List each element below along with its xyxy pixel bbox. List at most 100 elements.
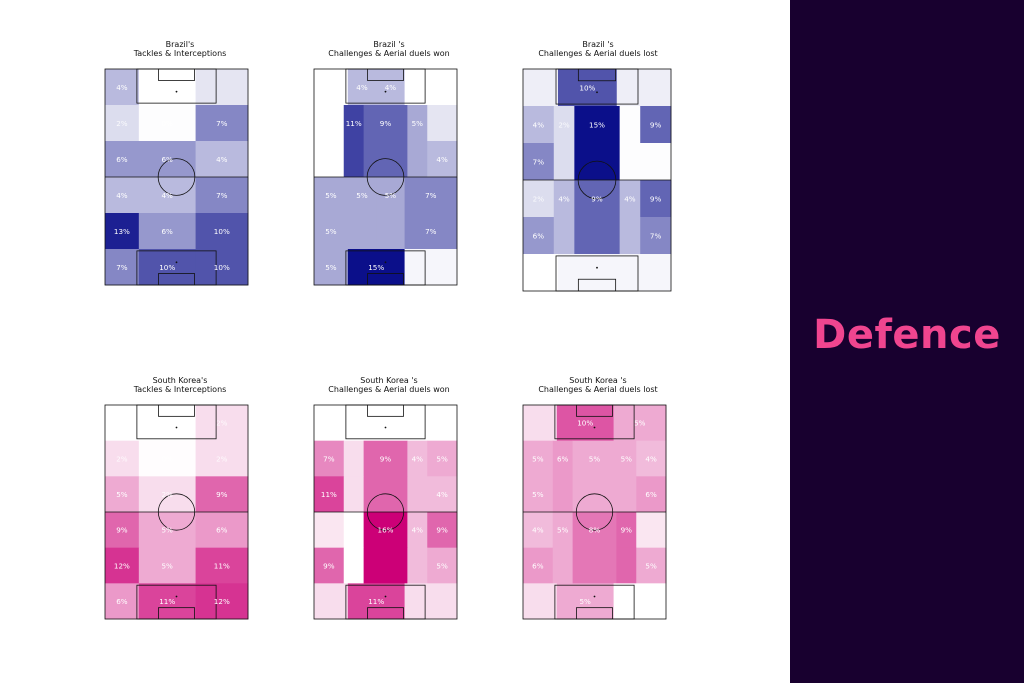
cell-label: 4% <box>412 526 424 535</box>
panel-title: Brazil 's Challenges & Aerial duels won <box>328 40 450 58</box>
heatmap-cell <box>195 69 249 106</box>
cell-label: 4% <box>161 191 173 200</box>
cell-label: 6% <box>116 155 128 164</box>
heatmap-cell <box>195 512 249 549</box>
cell-label: 4% <box>558 194 570 203</box>
cell-label: 15% <box>589 120 605 129</box>
heatmap-cell <box>314 476 345 513</box>
panel-title: South Korea's Tackles & Interceptions <box>133 376 227 394</box>
heatmap-cell <box>314 512 345 549</box>
heatmap-cell <box>523 583 558 620</box>
cell-label: 0% <box>385 419 397 428</box>
cell-label: 6% <box>161 155 173 164</box>
cell-label: 7% <box>425 191 437 200</box>
penalty-spot-bottom <box>384 595 387 598</box>
centre-circle <box>157 158 196 196</box>
heatmap-cell <box>314 105 345 142</box>
sidebar: Defence <box>790 0 1024 683</box>
heatmap-cell <box>572 476 617 513</box>
heatmap-cell <box>363 476 408 513</box>
cell-label: 7% <box>216 119 228 128</box>
cell-label: 6% <box>216 526 228 535</box>
heatmap-cell <box>553 106 575 144</box>
cell-label: 7% <box>323 454 335 463</box>
cell-label: 6% <box>557 454 569 463</box>
cell-label: 4% <box>356 83 368 92</box>
heatmap-grid: Brazil's Tackles & Interceptions 4% 0% 2% 0… <box>104 40 672 620</box>
heatmap-cell <box>574 217 621 255</box>
heatmap-cell <box>640 217 672 255</box>
heatmap-cell <box>195 249 249 286</box>
panel-title: South Korea 's Challenges & Aerial duels… <box>538 376 658 394</box>
heatmap-cell <box>552 512 574 549</box>
heatmap-cell <box>314 249 349 286</box>
heatmap-cell <box>314 405 349 442</box>
heatmap-cell <box>427 512 458 549</box>
cell-label: 4% <box>533 120 545 129</box>
heatmap-cell <box>343 547 365 584</box>
goal-box-top <box>577 68 617 82</box>
cell-label: 9% <box>380 119 392 128</box>
heatmap-cell <box>138 177 196 214</box>
cell-label: 5% <box>589 454 601 463</box>
cell-label: 0% <box>161 83 173 92</box>
heatmap-cell <box>343 105 365 142</box>
cell-label: 9% <box>216 490 228 499</box>
cell-label: 4% <box>216 155 228 164</box>
heatmap-cell <box>347 177 377 214</box>
cell-label: 10% <box>579 83 595 92</box>
cell-label: 6% <box>116 597 128 606</box>
heatmap-cell <box>553 143 575 181</box>
heatmap-cell <box>404 213 458 250</box>
cell-label: 2% <box>216 454 228 463</box>
heatmap-cell <box>138 213 196 250</box>
cell-label: 11% <box>346 119 362 128</box>
cell-label: 2% <box>558 120 570 129</box>
goal-box-bottom <box>367 273 404 286</box>
heatmap-cell <box>138 583 196 620</box>
heatmap-cell <box>343 512 365 549</box>
cell-label: 2% <box>161 490 173 499</box>
cell-label: 2% <box>533 194 545 203</box>
goal-box-top <box>576 404 613 417</box>
heatmap-cell <box>558 254 618 292</box>
cell-label: 2% <box>116 454 128 463</box>
heatmap-cell <box>314 69 349 106</box>
heatmap-cell <box>640 106 672 144</box>
heatmap-cell <box>314 177 349 214</box>
heatmap-cell <box>427 105 458 142</box>
cell-label: 10% <box>577 419 593 428</box>
cell-label: 5% <box>621 454 633 463</box>
cell-label: 0% <box>535 268 547 277</box>
heatmap-cell <box>616 512 637 549</box>
heatmap-cell <box>523 547 554 584</box>
cell-label: 0% <box>323 119 335 128</box>
heatmap-cell <box>195 213 249 250</box>
goal-box-top <box>367 68 404 81</box>
cell-label: 5% <box>645 561 657 570</box>
centre-circle <box>366 158 405 196</box>
heatmap-cell <box>404 177 458 214</box>
heatmap-cell <box>314 547 345 584</box>
goal-box-bottom <box>576 607 613 620</box>
cell-label: 0% <box>161 119 173 128</box>
cell-label: 10% <box>214 227 230 236</box>
heatmap-cell <box>619 106 641 144</box>
heatmap-cell <box>572 547 617 584</box>
heatmap-cell <box>523 143 555 181</box>
heatmap-cell <box>616 476 637 513</box>
cell-label: 12% <box>214 597 230 606</box>
pitch-heatmap: 10% 5% 5% 6% 5% 5% 4% 5% 6% 4% 5% 8% 9% 6% 5% 5% 0% <box>522 404 667 620</box>
heatmap-cell <box>195 583 249 620</box>
penalty-spot-bottom <box>384 261 387 264</box>
cell-label: 0% <box>634 597 646 606</box>
heatmap-cell <box>138 476 196 513</box>
cell-label: 9% <box>591 194 603 203</box>
cell-label: 5% <box>161 526 173 535</box>
cell-label: 4% <box>412 454 424 463</box>
cell-label: 5% <box>325 191 337 200</box>
penalty-spot-top <box>384 90 387 93</box>
heatmap-cell <box>105 141 140 178</box>
heatmap-cell <box>138 405 196 442</box>
heatmap-cell <box>407 547 428 584</box>
